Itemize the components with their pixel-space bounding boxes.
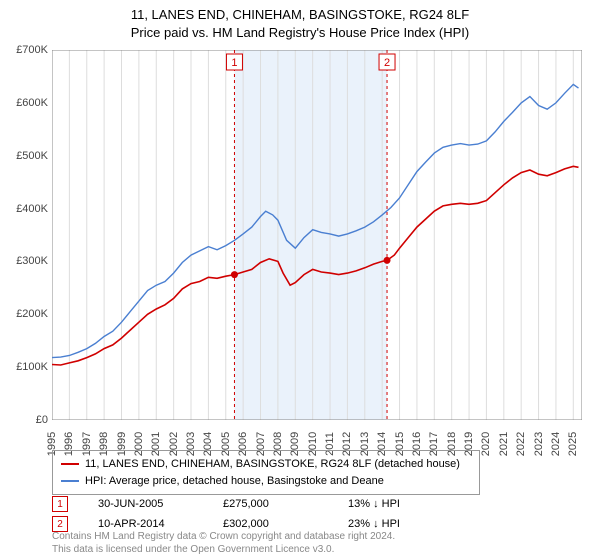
legend-swatch-price: [61, 463, 79, 465]
y-tick-label: £600K: [0, 97, 48, 109]
legend-row-hpi: HPI: Average price, detached house, Basi…: [61, 473, 471, 490]
x-tick-label: 2021: [498, 432, 510, 456]
y-tick-label: £0: [0, 414, 48, 426]
legend-swatch-hpi: [61, 480, 79, 482]
x-tick-label: 2020: [480, 432, 492, 456]
legend-row-price: 11, LANES END, CHINEHAM, BASINGSTOKE, RG…: [61, 456, 471, 473]
footer-line2: This data is licensed under the Open Gov…: [52, 544, 395, 557]
legend: 11, LANES END, CHINEHAM, BASINGSTOKE, RG…: [52, 450, 480, 495]
svg-text:1: 1: [231, 57, 237, 69]
title-line2: Price paid vs. HM Land Registry's House …: [0, 24, 600, 42]
y-tick-label: £500K: [0, 150, 48, 162]
svg-text:2: 2: [384, 57, 390, 69]
marker-table: 1 30-JUN-2005 £275,000 13% ↓ HPI 2 10-AP…: [52, 494, 582, 534]
marker-row-1: 1 30-JUN-2005 £275,000 13% ↓ HPI: [52, 494, 582, 514]
y-tick-label: £700K: [0, 44, 48, 56]
legend-label-price: 11, LANES END, CHINEHAM, BASINGSTOKE, RG…: [85, 456, 460, 473]
footer-text: Contains HM Land Registry data © Crown c…: [52, 531, 395, 556]
legend-label-hpi: HPI: Average price, detached house, Basi…: [85, 473, 384, 490]
marker-pct-2: 23% ↓ HPI: [348, 518, 443, 530]
marker-date-1: 30-JUN-2005: [98, 498, 193, 510]
y-tick-label: £200K: [0, 308, 48, 320]
y-tick-label: £100K: [0, 361, 48, 373]
x-tick-label: 2025: [567, 432, 579, 456]
marker-pct-1: 13% ↓ HPI: [348, 498, 443, 510]
marker-price-1: £275,000: [223, 498, 318, 510]
chart-title: 11, LANES END, CHINEHAM, BASINGSTOKE, RG…: [0, 0, 600, 41]
chart-svg: 12: [52, 50, 582, 420]
y-tick-label: £400K: [0, 203, 48, 215]
marker-badge-2: 2: [52, 516, 68, 532]
x-tick-label: 2023: [533, 432, 545, 456]
footer-line1: Contains HM Land Registry data © Crown c…: [52, 531, 395, 544]
marker-date-2: 10-APR-2014: [98, 518, 193, 530]
y-tick-label: £300K: [0, 255, 48, 267]
x-tick-label: 2024: [550, 432, 562, 456]
x-tick-label: 2022: [515, 432, 527, 456]
title-line1: 11, LANES END, CHINEHAM, BASINGSTOKE, RG…: [0, 6, 600, 24]
marker-badge-1: 1: [52, 496, 68, 512]
chart-plot-area: 12: [52, 50, 582, 420]
marker-price-2: £302,000: [223, 518, 318, 530]
